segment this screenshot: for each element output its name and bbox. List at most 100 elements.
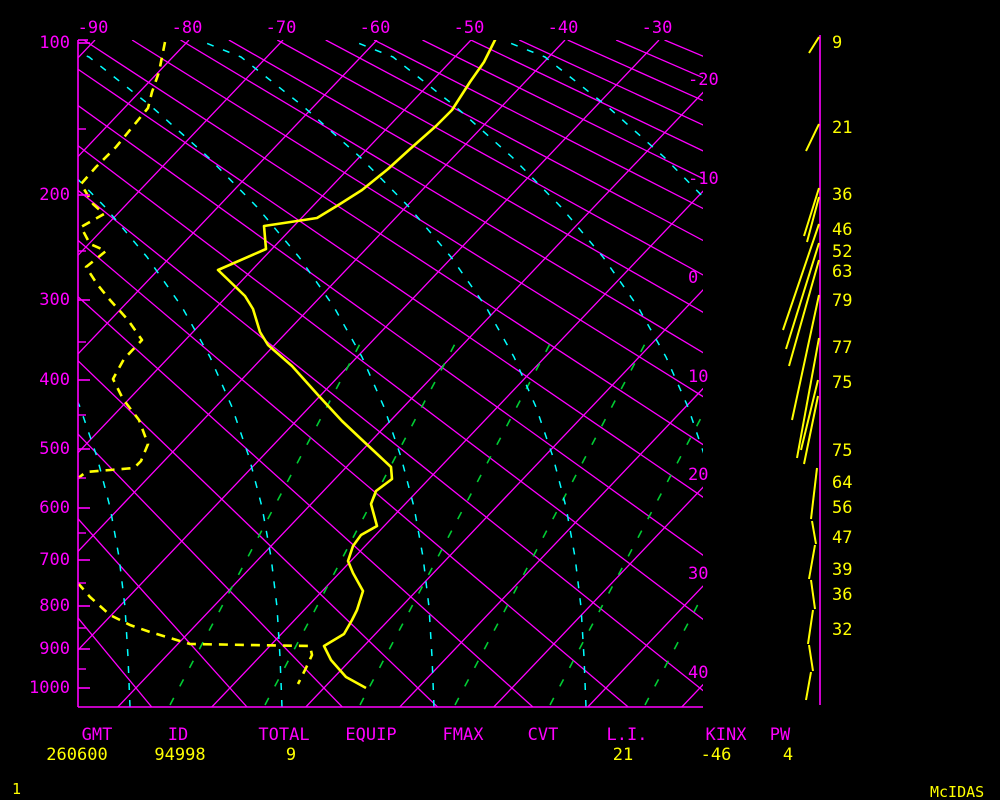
pressure-label: 1000 — [29, 678, 70, 698]
pressure-label: 200 — [39, 185, 70, 205]
stat-label-pw: PW — [769, 725, 791, 745]
pressure-label: 400 — [39, 370, 70, 390]
wind-barb — [810, 579, 816, 610]
stat-label-kinx: KINX — [705, 725, 747, 745]
wind-barb — [800, 379, 819, 451]
wind-speed-value: 47 — [832, 528, 853, 548]
stat-label-li: L.I. — [606, 725, 648, 745]
moist-adiabat-line — [205, 42, 587, 707]
mixing-ratio-line — [549, 412, 703, 706]
dry-adiabat-line — [78, 189, 703, 692]
moist-adiabat-line — [78, 178, 283, 707]
wind-speed-value: 36 — [832, 185, 853, 205]
stat-value-total: 9 — [285, 745, 297, 765]
wind-speed-value: 39 — [832, 560, 853, 580]
wind-speed-value: 32 — [832, 620, 853, 640]
dry-adiabat-line — [228, 40, 703, 313]
pressure-label: 900 — [39, 639, 70, 659]
wind-speed-value: 52 — [832, 242, 853, 262]
stat-label-equip: EQUIP — [345, 725, 397, 745]
dry-adiabat-line — [180, 40, 703, 354]
isotherm-top-label: -70 — [265, 18, 297, 38]
dry-adiabat-line — [470, 40, 703, 152]
wind-speed-value: 77 — [832, 338, 853, 358]
wind-barb — [807, 609, 814, 645]
wind-barb — [808, 544, 816, 580]
dry-adiabat-line — [78, 517, 248, 707]
isotherm-line — [493, 486, 703, 707]
dry-adiabat-line — [131, 40, 703, 398]
isotherm-right-label: 10 — [688, 367, 709, 387]
isotherm-right-label: -20 — [688, 70, 719, 90]
mixing-ratio-line — [169, 339, 363, 706]
isotherm-top-label: -80 — [171, 18, 203, 38]
stat-value-id: 94998 — [154, 745, 206, 765]
dry-adiabat-line — [78, 295, 534, 707]
dry-adiabat-line — [373, 40, 703, 210]
pressure-axis — [77, 39, 703, 708]
wind-speed-value: 21 — [832, 118, 853, 138]
dry-adiabat-line — [78, 616, 153, 707]
mixing-ratio-line — [644, 593, 703, 706]
dry-adiabat-line — [78, 359, 439, 707]
dry-adiabat-line — [78, 239, 629, 707]
pressure-label: 300 — [39, 290, 70, 310]
wind-speed-value: 9 — [832, 33, 843, 53]
wind-barb — [803, 187, 820, 237]
wind-barb — [796, 337, 820, 459]
wind-barb — [810, 467, 818, 520]
wind-speed-value: 79 — [832, 291, 853, 311]
dry-adiabat-line — [78, 433, 343, 707]
dry-adiabat-line — [78, 104, 703, 556]
dry-adiabat-line — [325, 40, 703, 242]
wind-barb — [791, 294, 820, 421]
wind-barb — [788, 259, 820, 367]
isotherm-top-label: -60 — [359, 18, 391, 38]
isotherm-line — [117, 91, 703, 707]
isotherm-line — [587, 585, 703, 707]
moist-adiabat-line — [509, 42, 703, 198]
sounding-traces — [78, 40, 497, 690]
isotherm-line — [78, 40, 190, 158]
dry-adiabat-line — [519, 40, 703, 126]
mcidas-brand: McIDAS — [930, 783, 985, 800]
pressure-label: 100 — [39, 33, 70, 53]
pressure-label: 800 — [39, 596, 70, 616]
dry-adiabat-line — [78, 144, 703, 621]
stat-label-fmax: FMAX — [442, 725, 484, 745]
dry-adiabat-line — [422, 40, 703, 180]
wind-speed-value: 75 — [832, 441, 853, 461]
temperature-trace — [216, 40, 497, 690]
dry-adiabat-line — [567, 40, 703, 102]
wind-speed-value: 64 — [832, 473, 853, 493]
isotherm-top-label: -50 — [453, 18, 485, 38]
mixing-ratio-line — [454, 339, 648, 706]
isotherm-line — [78, 40, 378, 355]
isotherm-right-label: 40 — [688, 663, 709, 683]
wind-barb — [808, 36, 820, 54]
stat-value-pw: 4 — [782, 745, 794, 765]
wind-barb — [806, 196, 820, 243]
dry-adiabat-line — [276, 40, 703, 276]
frame-number: 1 — [12, 780, 22, 798]
wind-speed-value: 63 — [832, 262, 853, 282]
pressure-label: 700 — [39, 550, 70, 570]
wind-speed-value: 36 — [832, 585, 853, 605]
moist-adiabat-line — [78, 51, 435, 707]
isotherm-right-label: -10 — [688, 169, 719, 189]
mixing-ratio-line — [359, 339, 553, 706]
stat-label-id: ID — [167, 725, 189, 745]
isotherm-right-label: 0 — [688, 268, 699, 288]
isotherm-line — [399, 387, 703, 707]
wind-barb — [785, 242, 820, 350]
isotherm-line — [305, 288, 703, 707]
wind-barb — [782, 223, 820, 331]
wind-barb-column — [782, 35, 821, 705]
grid-layer — [78, 40, 703, 707]
wind-speed-value: 75 — [832, 373, 853, 393]
isotherm-line — [78, 40, 284, 257]
isotherm-top-label: -40 — [547, 18, 579, 38]
stat-value-kinx: -46 — [700, 745, 732, 765]
isotherm-line — [78, 40, 566, 553]
